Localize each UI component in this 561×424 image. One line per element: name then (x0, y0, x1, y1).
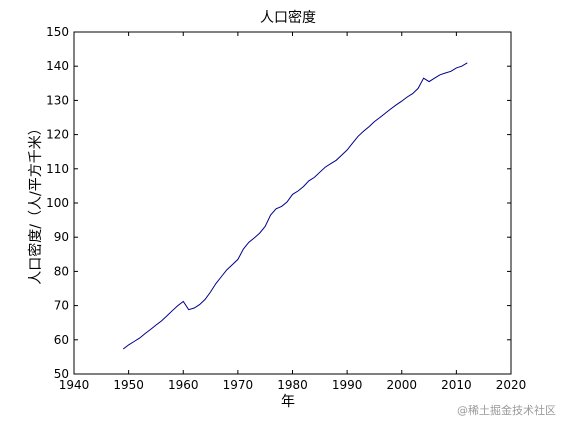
x-tick-label: 1960 (168, 378, 199, 392)
y-tick-label: 110 (46, 162, 69, 176)
series-line (122, 62, 468, 350)
y-tick-label: 130 (46, 93, 69, 107)
chart-title: 人口密度 (260, 9, 316, 26)
x-axis-ticks: 1940 1950 1960 1970 1980 1990 2000 2010 2020 (59, 32, 527, 392)
y-tick-label: 60 (54, 333, 69, 347)
y-tick-label: 120 (46, 128, 69, 142)
x-tick-label: 1940 (59, 378, 90, 392)
watermark: @稀土掘金技术社区 (457, 403, 556, 417)
x-tick-label: 2000 (386, 378, 417, 392)
y-tick-label: 80 (54, 264, 69, 278)
y-axis-ticks: 50 60 70 80 90 100 110 120 130 140 150 (46, 25, 511, 381)
x-tick-label: 1970 (223, 378, 254, 392)
y-tick-label: 90 (54, 230, 69, 244)
y-tick-label: 150 (46, 25, 69, 39)
y-tick-label: 50 (54, 367, 69, 381)
x-tick-label: 1950 (113, 378, 144, 392)
y-tick-label: 70 (54, 299, 69, 313)
x-tick-label: 2020 (496, 378, 527, 392)
y-axis-label: 人口密度/（人/平方千米） (27, 121, 44, 284)
y-tick-label: 140 (46, 59, 69, 73)
x-tick-label: 1990 (332, 378, 363, 392)
x-tick-label: 1980 (277, 378, 308, 392)
x-axis-label: 年 (281, 394, 295, 410)
plot-frame (73, 31, 512, 375)
x-tick-label: 2010 (441, 378, 472, 392)
y-tick-label: 100 (46, 196, 69, 210)
